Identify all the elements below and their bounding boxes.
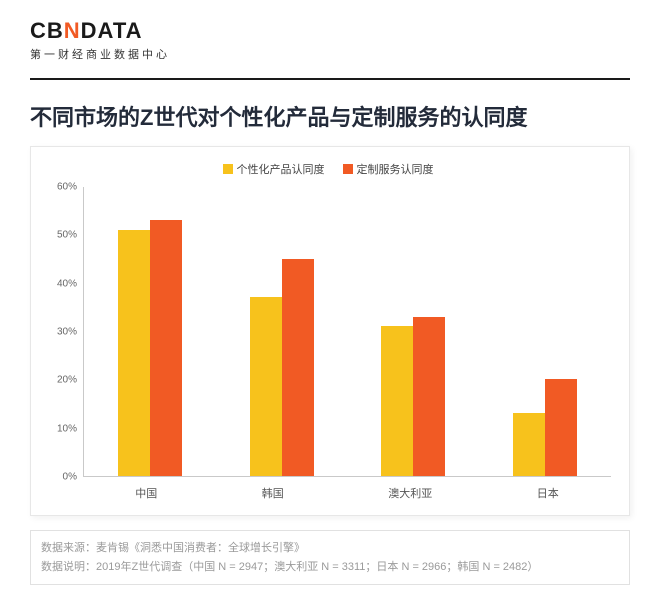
bar-group: [250, 259, 314, 477]
y-tick: 10%: [57, 423, 77, 434]
data-description: 数据说明：2019年Z世代调查（中国 N = 2947；澳大利亚 N = 331…: [41, 558, 619, 577]
bar: [381, 326, 413, 476]
legend-swatch: [223, 164, 233, 174]
legend: 个性化产品认同度 定制服务认同度: [45, 161, 611, 177]
y-tick: 0%: [63, 472, 77, 483]
logo-post: DATA: [81, 18, 143, 43]
logo: CBNDATA: [30, 18, 630, 44]
legend-item: 定制服务认同度: [343, 161, 434, 177]
logo-pre: CB: [30, 18, 64, 43]
bar: [513, 413, 545, 476]
bar: [545, 379, 577, 476]
y-tick: 60%: [57, 182, 77, 193]
x-axis-labels: 中国 韩国 澳大利亚 日本: [83, 485, 611, 501]
chart-container: 个性化产品认同度定制服务认同度 0%10%20%30%40%50%60% 中国韩…: [30, 146, 630, 516]
bar: [413, 317, 445, 477]
bar: [250, 297, 282, 476]
x-tick-label: 澳大利亚: [388, 485, 432, 501]
y-tick: 50%: [57, 230, 77, 241]
header: CBNDATA 第一财经商业数据中心: [0, 0, 660, 72]
x-tick-label: 日本: [537, 485, 559, 501]
bars: [84, 187, 611, 476]
x-tick-label: 中国: [135, 485, 157, 501]
plot: 0%10%20%30%40%50%60%: [83, 187, 611, 477]
y-tick: 20%: [57, 375, 77, 386]
bar-group: [513, 379, 577, 476]
bar: [118, 230, 150, 477]
plot-area: [83, 187, 611, 477]
chart-title: 不同市场的Z世代对个性化产品与定制服务的认同度: [0, 80, 660, 146]
legend-label: 个性化产品认同度: [237, 161, 325, 177]
y-tick: 40%: [57, 278, 77, 289]
logo-subtitle: 第一财经商业数据中心: [30, 46, 630, 62]
legend-label: 定制服务认同度: [357, 161, 434, 177]
x-tick-label: 韩国: [262, 485, 284, 501]
legend-swatch: [343, 164, 353, 174]
legend-item: 个性化产品认同度: [223, 161, 325, 177]
logo-accent: N: [64, 18, 81, 43]
data-source: 数据来源：麦肯锡《洞悉中国消费者：全球增长引擎》: [41, 539, 619, 558]
bar: [282, 259, 314, 477]
footer-notes: 数据来源：麦肯锡《洞悉中国消费者：全球增长引擎》 数据说明：2019年Z世代调查…: [30, 530, 630, 585]
bar-group: [381, 317, 445, 477]
bar: [150, 220, 182, 476]
bar-group: [118, 220, 182, 476]
y-axis: 0%10%20%30%40%50%60%: [45, 187, 83, 477]
y-tick: 30%: [57, 327, 77, 338]
